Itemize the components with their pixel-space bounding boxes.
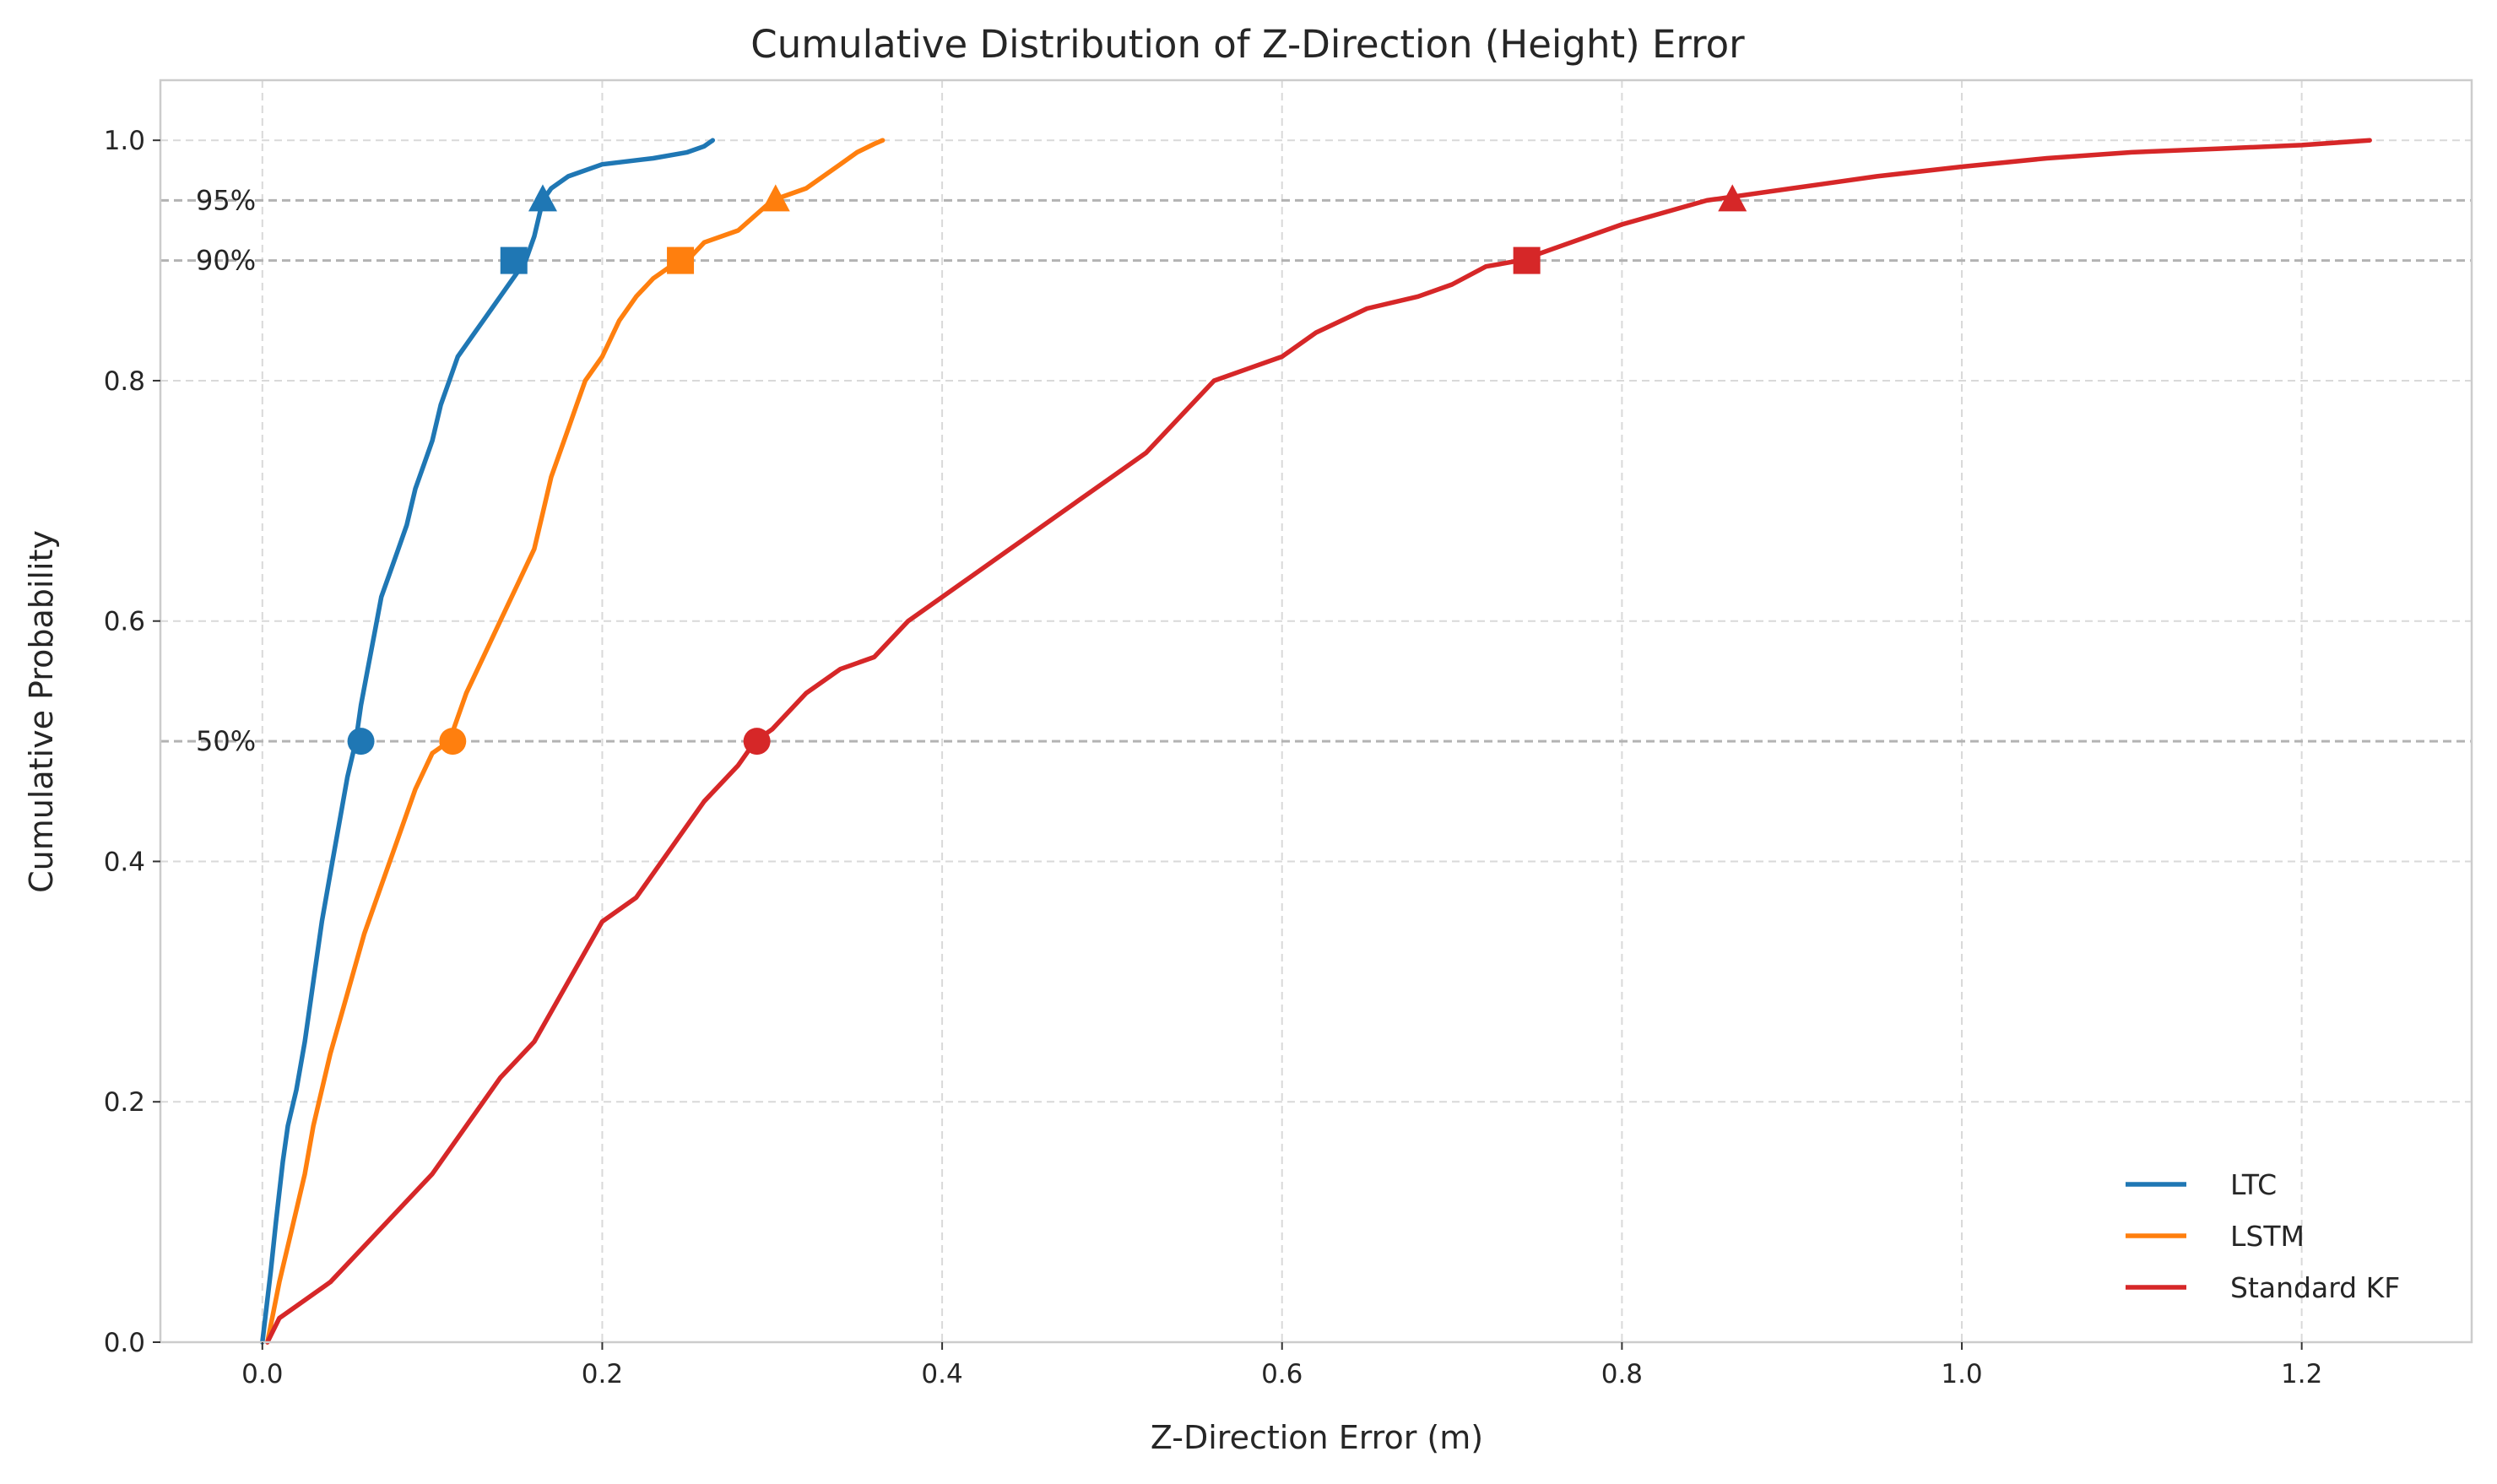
y-axis-label: Cumulative Probability: [23, 530, 60, 893]
y-tick-label: 0.2: [104, 1087, 145, 1118]
x-tick-label: 1.2: [2281, 1359, 2322, 1389]
reference-label: 90%: [196, 245, 256, 277]
legend-label: LSTM: [2230, 1220, 2305, 1253]
reference-label: 50%: [196, 725, 256, 757]
y-tick-label: 0.6: [104, 607, 145, 637]
x-tick-label: 0.2: [582, 1359, 623, 1389]
marker-lstm-p95: [761, 184, 790, 212]
series-line-lstm: [265, 138, 886, 1345]
plot-frame: [159, 79, 2473, 1344]
x-tick-label: 0.4: [921, 1359, 962, 1389]
marker-standard-kf-p50: [743, 728, 771, 756]
chart-title: Cumulative Distribution of Z-Direction (…: [750, 22, 1745, 67]
marker-ltc-p90: [500, 246, 528, 274]
y-tick-label: 0.4: [104, 847, 145, 877]
y-axis-ticks: 0.0 0.2 0.4 0.6 0.8 1.0: [104, 126, 160, 1358]
marker-lstm-p50: [439, 728, 467, 756]
x-tick-label: 0.8: [1601, 1359, 1643, 1389]
reference-lines: 95% 90% 50%: [160, 184, 2472, 757]
marker-standard-kf-p95: [1718, 184, 1747, 212]
x-axis-ticks: 0.0 0.2 0.4 0.6 0.8 1.0 1.2: [241, 1342, 2322, 1389]
marker-ltc-p50: [347, 728, 375, 756]
y-tick-label: 1.0: [104, 126, 145, 156]
x-tick-label: 1.0: [1941, 1359, 1982, 1389]
y-tick-label: 0.0: [104, 1328, 145, 1358]
y-tick-label: 0.8: [104, 366, 145, 397]
legend-label: LTC: [2230, 1168, 2277, 1201]
marker-lstm-p90: [667, 246, 695, 274]
series-line-standard-kf: [265, 138, 2372, 1345]
legend-label: Standard KF: [2230, 1271, 2400, 1304]
x-axis-label: Z-Direction Error (m): [1151, 1419, 1483, 1456]
x-tick-label: 0.6: [1261, 1359, 1303, 1389]
legend: LTC LSTM Standard KF: [2126, 1168, 2400, 1304]
percentile-markers: [347, 184, 1747, 756]
marker-ltc-p95: [528, 184, 557, 212]
marker-standard-kf-p90: [1513, 246, 1541, 274]
x-tick-label: 0.0: [241, 1359, 283, 1389]
reference-label: 95%: [196, 184, 256, 216]
